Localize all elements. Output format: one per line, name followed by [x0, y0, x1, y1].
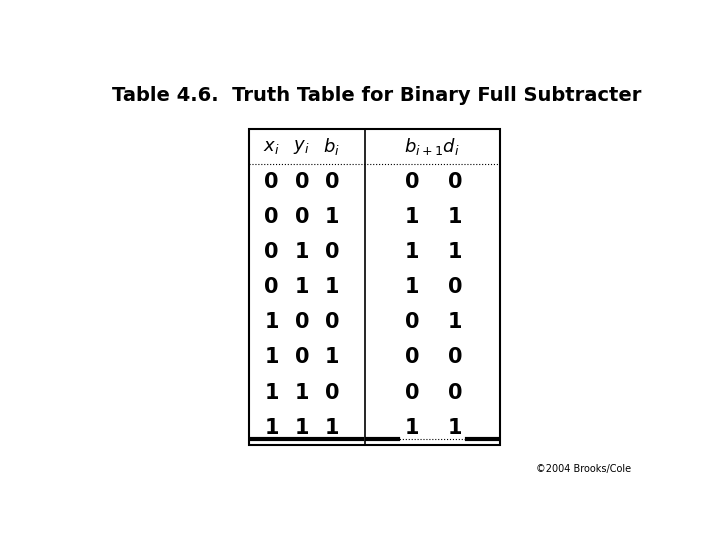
- Text: 1: 1: [405, 207, 420, 227]
- Text: 1: 1: [448, 312, 462, 332]
- Text: 1: 1: [294, 418, 309, 438]
- Text: 0: 0: [264, 172, 279, 192]
- Text: 0: 0: [264, 207, 279, 227]
- Text: $b_{i+1}d_i$: $b_{i+1}d_i$: [405, 136, 460, 157]
- Text: 0: 0: [448, 382, 462, 403]
- Text: 1: 1: [325, 347, 339, 368]
- Text: $x_i$: $x_i$: [264, 138, 280, 156]
- Text: 0: 0: [405, 312, 420, 332]
- Text: 0: 0: [294, 172, 309, 192]
- Text: 0: 0: [294, 347, 309, 368]
- Text: 1: 1: [264, 312, 279, 332]
- Text: 1: 1: [294, 242, 309, 262]
- Text: 1: 1: [294, 382, 309, 403]
- Text: 0: 0: [325, 382, 339, 403]
- Text: 1: 1: [325, 207, 339, 227]
- Text: 0: 0: [294, 207, 309, 227]
- Text: 1: 1: [264, 382, 279, 403]
- Text: 1: 1: [448, 207, 462, 227]
- Text: 0: 0: [325, 312, 339, 332]
- Text: 1: 1: [264, 418, 279, 438]
- Text: $y_i$: $y_i$: [294, 138, 310, 156]
- Text: 1: 1: [294, 277, 309, 297]
- Text: $b_i$: $b_i$: [323, 136, 341, 157]
- Text: 0: 0: [294, 312, 309, 332]
- Text: 1: 1: [325, 277, 339, 297]
- Text: 0: 0: [448, 347, 462, 368]
- Text: 0: 0: [405, 172, 420, 192]
- Text: 0: 0: [448, 172, 462, 192]
- Text: 0: 0: [405, 382, 420, 403]
- Text: 0: 0: [325, 172, 339, 192]
- Text: 0: 0: [325, 242, 339, 262]
- Text: 1: 1: [405, 418, 420, 438]
- Text: 1: 1: [325, 418, 339, 438]
- Text: 1: 1: [448, 418, 462, 438]
- Text: 0: 0: [448, 277, 462, 297]
- Text: 1: 1: [448, 242, 462, 262]
- Text: 1: 1: [264, 347, 279, 368]
- Text: Table 4.6.  Truth Table for Binary Full Subtracter: Table 4.6. Truth Table for Binary Full S…: [112, 85, 642, 105]
- Text: 1: 1: [405, 277, 420, 297]
- Text: 0: 0: [264, 242, 279, 262]
- Text: 0: 0: [405, 347, 420, 368]
- Text: ©2004 Brooks/Cole: ©2004 Brooks/Cole: [536, 464, 631, 474]
- Text: 0: 0: [264, 277, 279, 297]
- Text: 1: 1: [405, 242, 420, 262]
